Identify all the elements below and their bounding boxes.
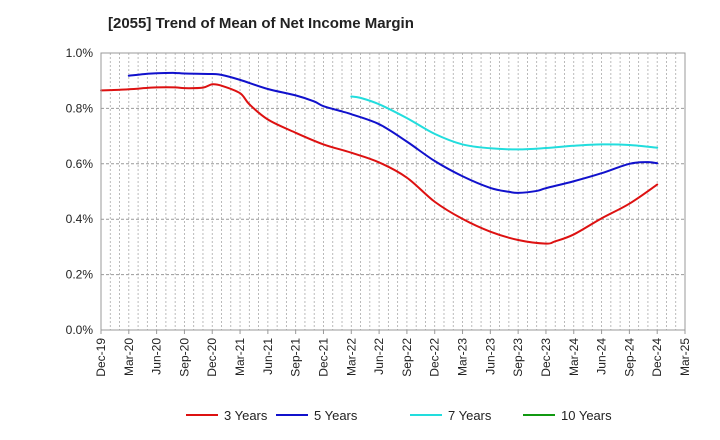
legend-label-5-years: 5 Years [314, 408, 358, 423]
y-axis: 0.0% 0.2% 0.4% 0.6% 0.8% 1.0% [66, 46, 94, 337]
x-tick-label: Sep-24 [622, 338, 636, 377]
x-tick-label: Mar-25 [678, 338, 692, 376]
legend: 3 Years 5 Years 7 Years 10 Years [186, 408, 612, 423]
x-tick-label: Jun-21 [261, 338, 275, 375]
x-tick-label: Dec-20 [205, 338, 219, 377]
x-tick-label: Dec-23 [539, 338, 553, 377]
x-tick-label: Jun-20 [150, 338, 164, 375]
x-tick-label: Sep-20 [177, 338, 191, 377]
series-line-5-years [127, 71, 659, 194]
x-tick-label: Mar-24 [567, 338, 581, 376]
y-tick-label: 0.6% [66, 157, 94, 171]
x-tick-label: Dec-24 [650, 338, 664, 377]
legend-label-7-years: 7 Years [448, 408, 492, 423]
y-tick-label: 0.2% [66, 268, 94, 282]
x-axis: Dec-19 Mar-20 Jun-20 Sep-20 Dec-20 Mar-21 Jun-… [94, 330, 692, 377]
x-tick-label: Jun-23 [483, 338, 497, 375]
x-tick-label: Dec-22 [428, 338, 442, 377]
x-tick-label: Mar-21 [233, 338, 247, 376]
series-lines [100, 71, 659, 245]
x-tick-label: Mar-20 [122, 338, 136, 376]
y-tick-label: 0.8% [66, 101, 94, 115]
y-tick-label: 0.4% [66, 212, 94, 226]
x-tick-label: Mar-23 [456, 338, 470, 376]
x-tick-label: Sep-22 [400, 338, 414, 377]
series-line-7-years [350, 95, 659, 151]
x-tick-label: Jun-24 [595, 338, 609, 375]
chart-title: [2055] Trend of Mean of Net Income Margi… [108, 15, 414, 32]
x-tick-label: Dec-19 [94, 338, 108, 377]
x-tick-label: Dec-21 [316, 338, 330, 377]
y-tick-label: 1.0% [66, 46, 94, 60]
y-tick-label: 0.0% [66, 323, 94, 337]
x-tick-label: Sep-21 [289, 338, 303, 377]
legend-label-10-years: 10 Years [561, 408, 612, 423]
x-tick-label: Jun-22 [372, 338, 386, 375]
legend-label-3-years: 3 Years [224, 408, 268, 423]
series-line-3-years [100, 83, 659, 245]
x-tick-label: Sep-23 [511, 338, 525, 377]
plot-area [101, 53, 685, 330]
x-tick-label: Mar-22 [344, 338, 358, 376]
plot-frame [100, 52, 686, 331]
